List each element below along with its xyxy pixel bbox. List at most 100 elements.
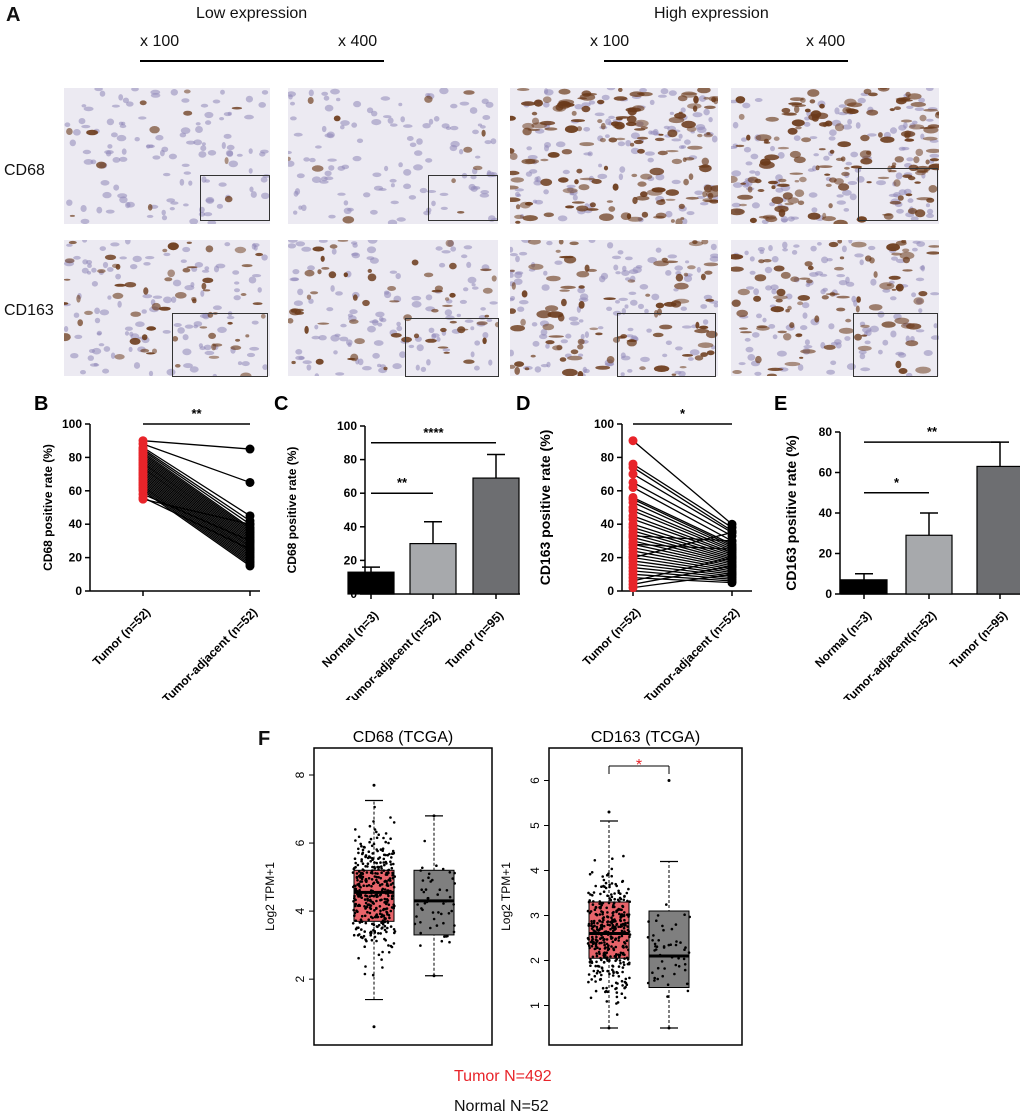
jitter-point: [602, 924, 606, 928]
jitter-point: [389, 883, 393, 886]
jitter-point: [390, 897, 394, 901]
jitter-point: [611, 914, 615, 917]
adjacent-point: [727, 553, 737, 563]
jitter-point: [646, 936, 650, 939]
jitter-point: [655, 945, 659, 948]
jitter-point: [591, 894, 594, 897]
micrograph-image: [64, 88, 270, 224]
jitter-point: [654, 948, 658, 951]
jitter-point: [623, 894, 626, 898]
x-tick-label: Normal (n=3): [319, 608, 381, 670]
jitter-point: [353, 894, 356, 898]
jitter-point: [442, 902, 445, 905]
y-tick-label: 0: [75, 584, 82, 598]
jitter-point: [373, 909, 376, 912]
jitter-point: [628, 935, 631, 939]
jitter-point: [586, 936, 590, 940]
jitter-point: [361, 868, 365, 871]
jitter-point: [377, 923, 381, 927]
y-tick-label: 80: [601, 450, 615, 464]
y-tick-label: 80: [69, 450, 83, 464]
jitter-point: [368, 824, 372, 828]
jitter-point: [656, 977, 659, 981]
jitter-point: [377, 833, 380, 836]
jitter-point: [610, 945, 613, 948]
jitter-point: [675, 940, 678, 943]
jitter-point: [355, 872, 359, 875]
y-tick-label: 60: [819, 466, 833, 480]
paired-line: [142, 453, 251, 530]
jitter-point: [360, 928, 363, 931]
jitter-point: [359, 935, 363, 939]
micrograph-inset-box: [617, 313, 716, 377]
jitter-point: [611, 940, 615, 944]
jitter-point: [592, 921, 596, 925]
jitter-point: [618, 900, 621, 903]
jitter-point: [389, 816, 392, 819]
y-tick-label: 40: [601, 517, 615, 531]
y-tick-label: 60: [601, 484, 615, 498]
paired-line: [632, 565, 733, 585]
jitter-point: [608, 958, 611, 962]
jitter-point: [604, 953, 607, 957]
jitter-point: [609, 927, 612, 931]
jitter-point: [595, 954, 599, 958]
jitter-point: [368, 895, 371, 898]
jitter-point: [615, 1013, 619, 1016]
jitter-point: [377, 953, 381, 957]
jitter-point: [590, 944, 594, 948]
paired-line: [632, 498, 733, 547]
jitter-point: [382, 861, 385, 864]
jitter-point: [386, 884, 390, 887]
jitter-point: [595, 952, 598, 955]
jitter-point: [598, 941, 601, 945]
jitter-point: [367, 877, 371, 880]
jitter-point: [613, 925, 616, 929]
jitter-point: [603, 941, 606, 944]
jitter-point: [357, 956, 360, 960]
y-axis-label: CD163 positive rate (%): [537, 430, 553, 586]
jitter-point: [376, 872, 379, 875]
jitter-point: [445, 889, 449, 892]
jitter-point: [607, 901, 611, 905]
jitter-point: [380, 883, 384, 886]
paired-line: [632, 531, 733, 559]
jitter-point: [358, 933, 361, 936]
jitter-point: [610, 893, 613, 896]
significance-label: ****: [423, 425, 444, 440]
jitter-point: [383, 888, 387, 891]
jitter-point: [620, 992, 624, 995]
jitter-point: [360, 920, 364, 923]
y-tick-label: 2: [293, 976, 307, 983]
jitter-point: [441, 867, 445, 871]
paired-line: [142, 466, 251, 544]
jitter-point: [369, 934, 372, 937]
jitter-point: [601, 969, 605, 973]
jitter-point: [358, 921, 362, 924]
jitter-point: [369, 860, 372, 863]
jitter-point: [383, 917, 387, 921]
jitter-point: [601, 912, 604, 916]
jitter-point: [381, 849, 384, 852]
jitter-point: [651, 971, 654, 974]
jitter-point: [380, 871, 383, 874]
jitter-point: [589, 958, 592, 961]
jitter-point: [591, 955, 595, 959]
jitter-point: [364, 879, 367, 882]
jitter-point: [613, 892, 616, 895]
jitter-point: [419, 944, 422, 947]
jitter-point: [610, 916, 613, 919]
jitter-point: [387, 868, 391, 872]
jitter-point: [377, 932, 380, 935]
jitter-point: [608, 883, 611, 887]
jitter-point: [384, 902, 388, 906]
tumor-point: [138, 494, 148, 504]
jitter-point: [373, 828, 377, 831]
jitter-point: [389, 860, 392, 863]
jitter-point: [353, 896, 356, 900]
jitter-point: [592, 940, 595, 944]
jitter-point: [615, 995, 619, 999]
jitter-point: [605, 906, 608, 910]
tumor-point: [628, 583, 638, 593]
jitter-point: [600, 910, 603, 913]
